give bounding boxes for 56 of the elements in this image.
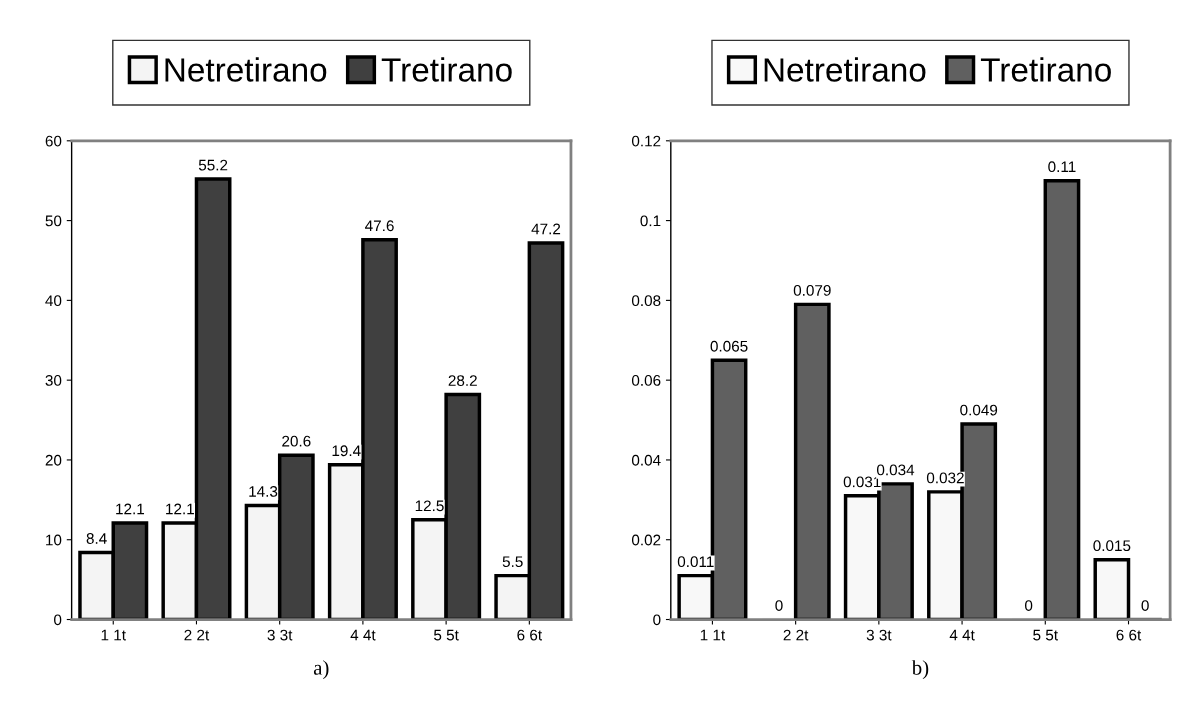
data-label: 0.011 [677, 556, 714, 568]
y-tick-label: 0 [54, 614, 62, 626]
y-tick-label: 20 [45, 454, 62, 466]
x-axis-title: a) [313, 660, 329, 680]
data-label: 0.031 [843, 476, 881, 488]
legend-label: Tretirano [381, 57, 512, 82]
data-label: 0.015 [1093, 540, 1131, 552]
data-label: 14.3 [249, 486, 278, 497]
y-tick-label: 0.02 [631, 534, 661, 546]
data-label: 19.4 [332, 445, 361, 457]
y-tick-label: 60 [45, 135, 62, 147]
data-label: 0.065 [710, 340, 748, 352]
data-label: 0.032 [926, 472, 964, 484]
x-tick-label: 1 1t [101, 629, 126, 641]
y-tick-label: 50 [45, 215, 62, 227]
x-tick-label: 5 5t [433, 629, 459, 641]
data-label: 0.11 [1048, 161, 1076, 173]
x-tick-label: 4 4t [350, 629, 376, 641]
data-label: 47.2 [531, 223, 561, 235]
data-label: 0 [1141, 600, 1149, 611]
x-tick-label: 4 4t [949, 629, 975, 641]
data-label: 12.5 [415, 500, 444, 512]
x-tick-label: 5 5t [1033, 629, 1058, 641]
data-label: 12.1 [116, 503, 145, 515]
data-label: 0.049 [960, 404, 998, 416]
data-label: 0 [1025, 600, 1033, 611]
y-tick-label: 0.12 [631, 135, 661, 147]
data-label: 0.079 [793, 284, 831, 296]
x-tick-label: 2 2t [184, 629, 210, 641]
text: Netretirano [764, 57, 926, 82]
y-tick-label: 10 [46, 534, 62, 546]
y-tick-label: 0.06 [631, 375, 661, 386]
y-tick-label: 30 [45, 375, 62, 386]
data-label: 55.2 [198, 159, 228, 171]
x-tick-label: 6 6t [1116, 629, 1142, 641]
data-label: 0.034 [876, 464, 915, 476]
y-tick-label: 40 [45, 295, 62, 307]
legend-label: Netretirano [165, 57, 327, 82]
data-label: 20.6 [282, 435, 311, 447]
x-tick-label: 3 3t [267, 629, 293, 641]
x-tick-label: 1 1t [700, 629, 726, 641]
x-tick-label: 2 2t [783, 629, 809, 641]
y-tick-label: 0.04 [631, 454, 661, 466]
data-label: 12.1 [166, 503, 194, 515]
data-label: 28.2 [448, 375, 477, 386]
x-tick-label: 3 3t [866, 629, 892, 641]
data-label: 8.4 [86, 533, 107, 544]
y-tick-label: 0 [653, 614, 661, 626]
y-tick-label: 0.1 [640, 215, 661, 227]
x-axis-title: b) [911, 660, 929, 680]
data-label: 0 [775, 600, 783, 611]
legend-label: Tretirano [980, 57, 1111, 82]
data-label: 47.6 [365, 220, 394, 232]
x-tick-label: 6 6t [517, 629, 542, 641]
y-tick-label: 0.08 [631, 295, 661, 307]
data-label: 5.5 [502, 556, 523, 568]
